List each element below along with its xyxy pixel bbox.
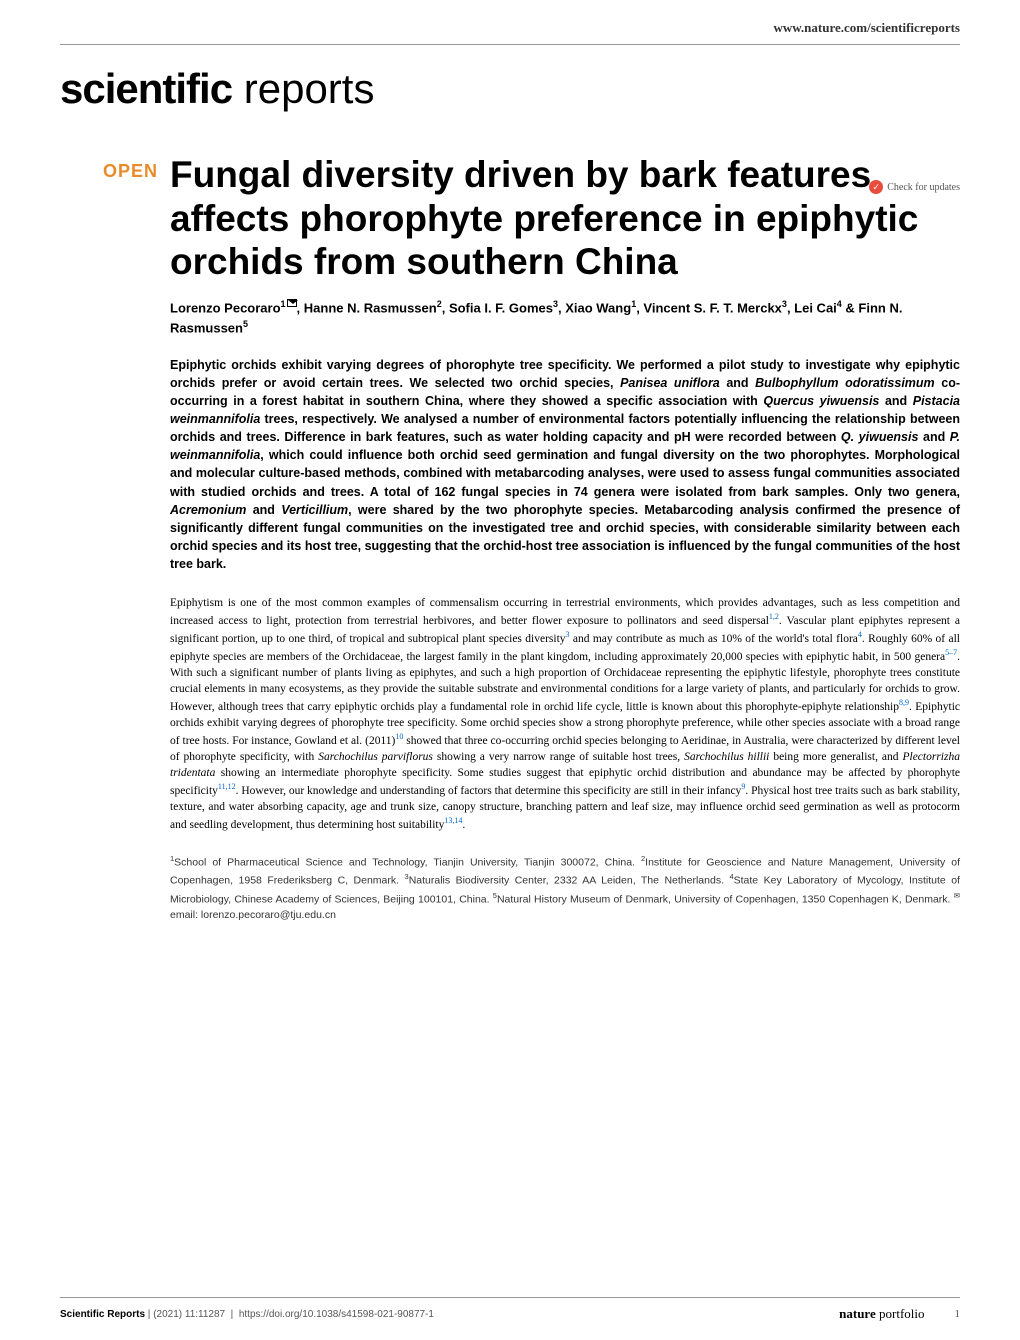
left-gutter: OPEN [60, 153, 170, 924]
author-list: Lorenzo Pecoraro1, Hanne N. Rasmussen2, … [170, 298, 960, 338]
article-body: Fungal diversity driven by bark features… [170, 153, 960, 924]
publisher-light: portfolio [876, 1306, 925, 1321]
main-content: OPEN Fungal diversity driven by bark fea… [0, 153, 1020, 924]
footer-citation-text: (2021) 11:11287 [153, 1309, 225, 1320]
footer-citation: Scientific Reports | (2021) 11:11287 | h… [60, 1309, 434, 1320]
affiliations: 1School of Pharmaceutical Science and Te… [170, 853, 960, 924]
page-footer: Scientific Reports | (2021) 11:11287 | h… [60, 1297, 960, 1322]
page-number: 1 [955, 1308, 961, 1320]
publisher-bold: nature [839, 1306, 876, 1321]
footer-doi: https://doi.org/10.1038/s41598-021-90877… [239, 1309, 434, 1320]
open-access-label: OPEN [60, 161, 170, 182]
header-url: www.nature.com/scientificreports [0, 0, 1020, 44]
check-updates-link[interactable]: ✓ Check for updates [869, 180, 960, 194]
article-title: Fungal diversity driven by bark features… [170, 153, 960, 284]
journal-name-light: reports [232, 65, 374, 112]
check-updates-icon: ✓ [869, 180, 883, 194]
check-updates-label: Check for updates [887, 182, 960, 193]
footer-right: nature portfolio 1 [839, 1306, 960, 1322]
header-rule [60, 44, 960, 45]
email-icon [287, 299, 297, 307]
body-paragraph: Epiphytism is one of the most common exa… [170, 595, 960, 833]
abstract: Epiphytic orchids exhibit varying degree… [170, 356, 960, 574]
publisher-logo: nature portfolio [839, 1306, 924, 1322]
journal-name-bold: scientific [60, 65, 232, 112]
journal-logo: scientific reports [0, 65, 1020, 113]
footer-journal: Scientific Reports [60, 1309, 145, 1320]
